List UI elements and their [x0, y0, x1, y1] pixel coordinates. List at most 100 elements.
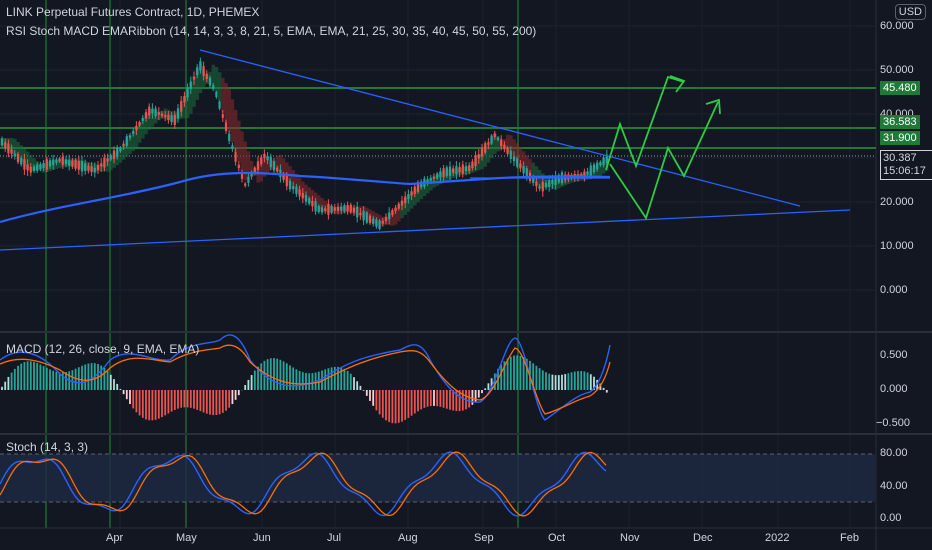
macd-bar: [343, 368, 346, 390]
candle-body: [304, 194, 308, 202]
candle-body: [250, 173, 253, 177]
candle-body: [218, 102, 221, 109]
candle-body: [452, 168, 455, 174]
ribbon-band: [109, 155, 113, 171]
price-tick: 60.000: [880, 20, 914, 32]
candle-body: [32, 166, 36, 171]
candle-body: [471, 161, 474, 169]
macd-bar: [298, 370, 301, 390]
candle-body: [352, 207, 356, 213]
macd-bar: [458, 390, 461, 412]
candle-body: [186, 87, 189, 98]
macd-bar: [173, 390, 176, 410]
stoch-k-line: [0, 451, 607, 517]
candle-body: [496, 137, 500, 140]
ribbon-band: [192, 76, 196, 107]
candle-body: [205, 73, 208, 79]
macd-bar: [477, 390, 480, 398]
macd-bar: [29, 361, 32, 390]
macd-bar: [164, 390, 167, 416]
candle-body: [397, 203, 400, 209]
candle-body: [375, 219, 378, 227]
price-tick: 20.000: [880, 196, 914, 208]
macd-bar: [407, 390, 410, 418]
candle-body: [272, 161, 276, 171]
candle-body: [400, 200, 404, 206]
macd-bar: [429, 390, 432, 407]
macd-bar: [426, 390, 429, 407]
ribbon-band: [211, 64, 215, 87]
candle-body: [333, 207, 336, 211]
ribbon-band: [275, 155, 279, 172]
macd-bar: [285, 363, 288, 390]
macd-bar: [157, 390, 160, 419]
candle-body: [20, 158, 23, 165]
macd-bar: [113, 379, 115, 390]
macd-bar: [330, 367, 333, 390]
ribbon-band: [198, 63, 203, 94]
macd-bar: [189, 390, 192, 408]
candle-body: [228, 133, 231, 142]
candle-body: [458, 166, 461, 173]
macd-bar: [109, 374, 112, 390]
stoch-tick: 40.00: [880, 480, 908, 492]
macd-bar: [231, 390, 234, 405]
time-label: Nov: [620, 532, 640, 544]
macd-bar: [119, 388, 122, 390]
candle-body: [554, 175, 557, 185]
macd-bar: [116, 383, 119, 390]
macd-bar: [289, 365, 291, 390]
candle-body: [378, 220, 381, 229]
macd-bar: [541, 370, 544, 390]
ribbon-band: [531, 162, 535, 182]
stoch-pane-label[interactable]: Stoch (14, 3, 3): [6, 440, 89, 454]
candle-body: [167, 114, 170, 121]
ribbon-band: [118, 147, 123, 163]
candle-body: [128, 135, 132, 138]
currency-badge[interactable]: USD: [894, 4, 926, 20]
candle-body: [340, 206, 343, 211]
ribbon-band: [419, 182, 423, 200]
chart-title: LINK Perpetual Futures Contract, 1D, PHE…: [6, 5, 260, 19]
candle-body: [90, 166, 93, 172]
ribbon-band: [195, 69, 199, 100]
macd-bar: [183, 390, 186, 408]
macd-bar: [535, 365, 538, 390]
candle-body: [39, 164, 42, 170]
price-tick: 50.000: [880, 64, 914, 76]
ribbon-band: [138, 121, 142, 143]
candle-body: [455, 166, 458, 175]
macd-bar: [500, 364, 503, 390]
macd-bar: [292, 367, 295, 390]
price-tick: 0.000: [880, 284, 908, 296]
macd-bar: [10, 372, 13, 390]
ribbon-band: [237, 120, 241, 162]
macd-bar: [301, 372, 304, 390]
macd-bar: [455, 390, 458, 412]
macd-bar: [212, 390, 215, 416]
macd-bar: [394, 390, 397, 424]
ribbon-band: [144, 113, 148, 135]
macd-pane-label[interactable]: MACD (12, 26, close, 9, EMA, EMA): [6, 342, 200, 356]
macd-bar: [449, 390, 451, 410]
indicator-legend[interactable]: RSI Stoch MACD EMARibbon (14, 14, 3, 3, …: [6, 24, 537, 38]
macd-bar: [561, 374, 563, 390]
candle-body: [173, 114, 176, 125]
candle-body: [42, 162, 45, 169]
candle-body: [77, 160, 80, 170]
time-label: Aug: [398, 532, 418, 544]
ribbon-band: [214, 67, 219, 94]
candle-body: [157, 112, 160, 115]
time-label: May: [176, 532, 197, 544]
level-badge-low: 31.900: [880, 131, 920, 145]
macd-bar: [551, 374, 554, 390]
macd-bar: [61, 372, 64, 390]
level-badge-mid: 36.583: [880, 115, 920, 129]
macd-bar: [26, 361, 29, 390]
candle-body: [500, 139, 503, 147]
ribbon-band: [307, 187, 311, 203]
macd-bar: [257, 366, 259, 390]
candle-body: [548, 179, 551, 187]
macd-bar: [145, 390, 147, 420]
